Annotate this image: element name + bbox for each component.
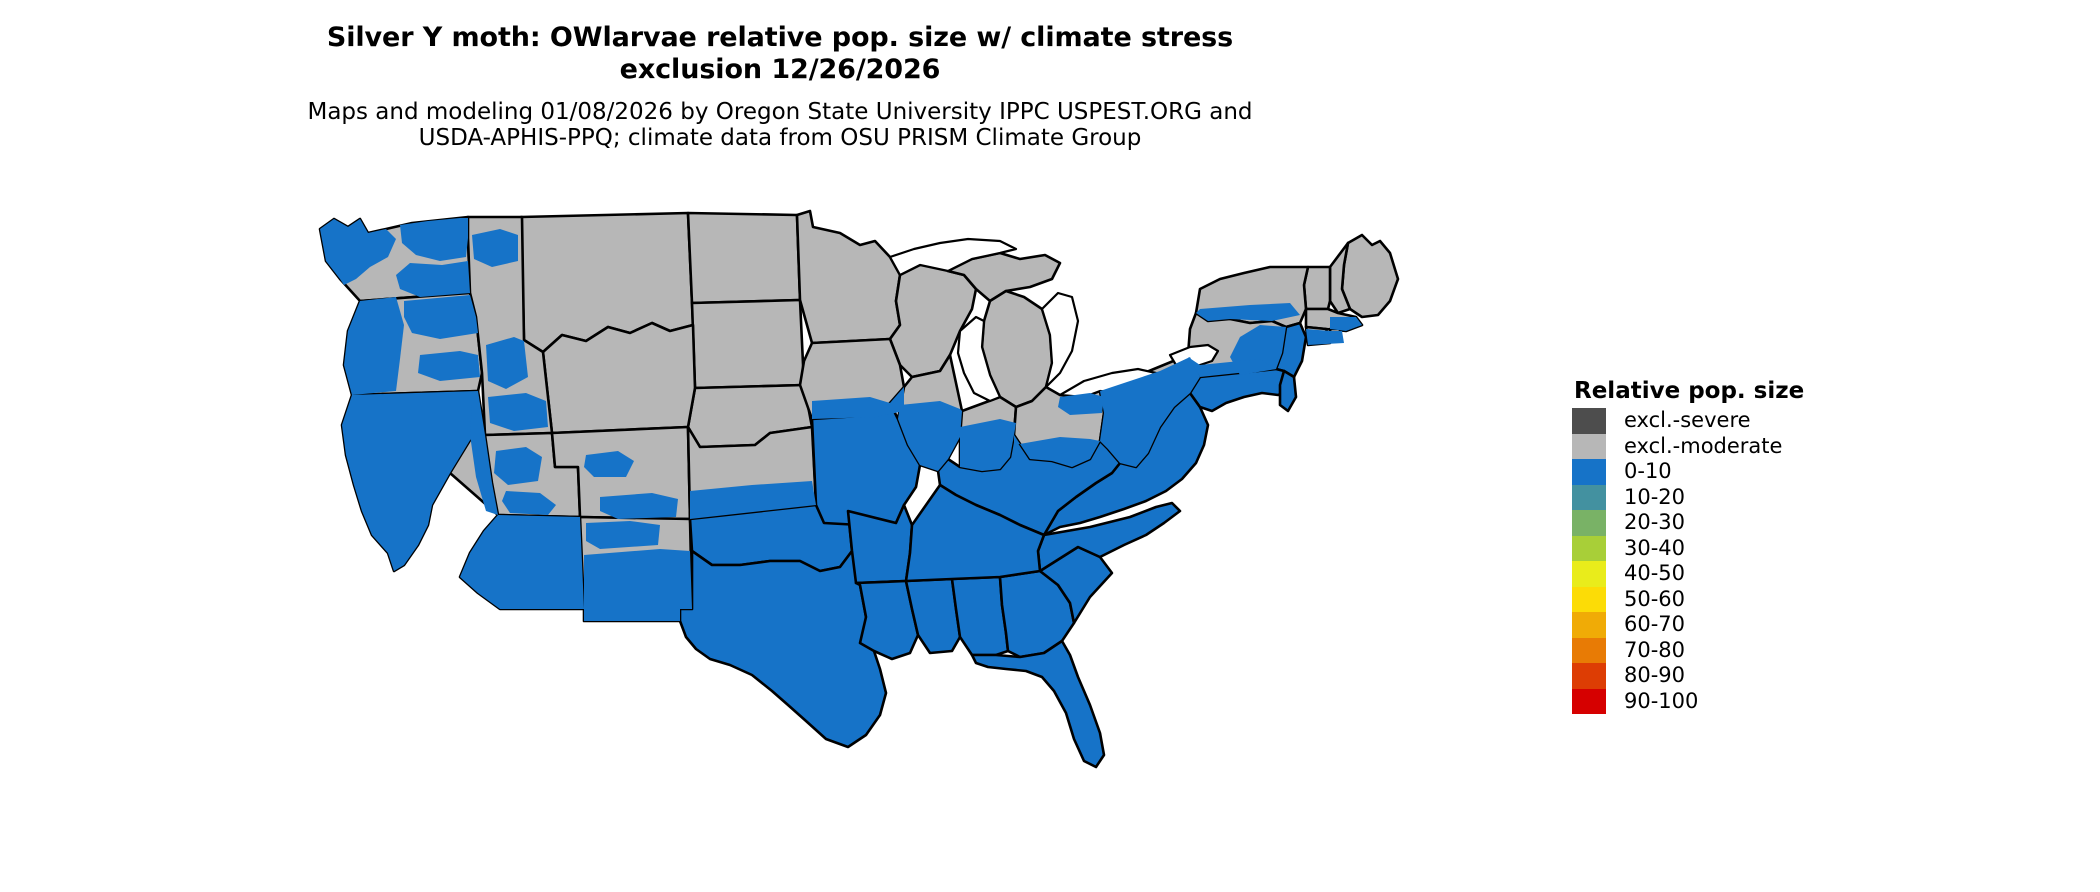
state-MD <box>1188 367 1296 413</box>
legend-label: 40-50 <box>1624 561 1686 585</box>
state-MN <box>795 209 902 345</box>
legend-row[interactable]: 60-70 <box>1572 612 1902 638</box>
us-states-map <box>318 209 1400 769</box>
legend-swatch <box>1572 535 1606 561</box>
legend-swatch <box>1572 433 1606 459</box>
legend-label: 70-80 <box>1624 637 1686 662</box>
state-TN <box>904 483 1046 583</box>
legend-swatch <box>1572 510 1606 536</box>
legend-row[interactable]: 90-100 <box>1572 688 1902 714</box>
legend-row[interactable]: excl.-moderate <box>1572 433 1902 459</box>
lake-huron <box>1040 291 1080 389</box>
legend-items: excl.-severe excl.-moderate 0-10 10-20 20-30… <box>1572 408 1902 714</box>
legend-swatch <box>1572 688 1606 714</box>
state-FL <box>970 639 1106 769</box>
state-NC <box>1036 501 1182 573</box>
legend: Relative pop. size excl.-severe excl.-mod… <box>1572 378 1902 714</box>
state-NM <box>578 515 694 623</box>
legend-label: 60-70 <box>1624 612 1686 636</box>
legend-label: 80-90 <box>1624 663 1686 687</box>
state-WA <box>318 215 472 303</box>
subtitle-line-1: Maps and modeling 01/08/2026 by Oregon S… <box>307 99 1253 126</box>
subtitle-line-2: USDA-APHIS-PPQ; climate data from OSU PR… <box>418 125 1142 152</box>
legend-label: excl.-moderate <box>1624 433 1783 458</box>
legend-swatch <box>1572 561 1606 587</box>
legend-label: 30-40 <box>1624 535 1686 560</box>
legend-label: 20-30 <box>1624 510 1686 534</box>
legend-title: Relative pop. size <box>1574 378 1805 404</box>
state-NY <box>1194 265 1310 329</box>
legend-row[interactable]: 20-30 <box>1572 510 1902 536</box>
legend-label: excl.-severe <box>1624 408 1751 432</box>
legend-swatch <box>1572 586 1606 612</box>
title-line-1: Silver Y moth: OWlarvae relative pop. si… <box>326 22 1234 53</box>
legend-swatch <box>1572 484 1606 510</box>
legend-swatch <box>1572 459 1606 485</box>
choropleth-map <box>300 205 1540 885</box>
legend-row[interactable]: 40-50 <box>1572 561 1902 587</box>
legend-label: 90-100 <box>1624 688 1699 713</box>
lake-superior <box>888 237 1018 277</box>
legend-row[interactable]: 0-10 <box>1572 459 1902 485</box>
state-RI <box>1328 327 1342 344</box>
legend-swatch <box>1572 408 1606 434</box>
state-DE <box>1278 369 1298 413</box>
legend-row[interactable]: 80-90 <box>1572 663 1902 689</box>
legend-row[interactable]: 70-80 <box>1572 637 1902 663</box>
legend-label: 10-20 <box>1624 484 1686 509</box>
page-title: Silver Y moth: OWlarvae relative pop. si… <box>280 22 1280 85</box>
states-layer <box>318 209 1400 769</box>
state-NH <box>1328 241 1352 315</box>
lake-michigan <box>956 315 1002 403</box>
legend-label: 50-60 <box>1624 586 1686 611</box>
state-CT <box>1304 325 1332 347</box>
page-subtitle: Maps and modeling 01/08/2026 by Oregon S… <box>255 99 1305 151</box>
legend-row[interactable]: 50-60 <box>1572 586 1902 612</box>
legend-swatch <box>1572 637 1606 663</box>
legend-row[interactable]: excl.-severe <box>1572 408 1902 434</box>
state-SD <box>690 298 806 390</box>
legend-label: 0-10 <box>1624 459 1672 483</box>
state-WY <box>541 321 697 435</box>
map-header: Silver Y moth: OWlarvae relative pop. si… <box>0 0 1560 151</box>
legend-row[interactable]: 30-40 <box>1572 535 1902 561</box>
state-TX <box>678 549 888 749</box>
state-OR <box>342 291 484 397</box>
state-AZ <box>458 513 586 611</box>
legend-swatch <box>1572 612 1606 638</box>
state-ME <box>1340 233 1400 319</box>
state-ND <box>686 211 802 305</box>
legend-row[interactable]: 10-20 <box>1572 484 1902 510</box>
legend-swatch <box>1572 663 1606 689</box>
title-line-2: exclusion 12/26/2026 <box>619 53 941 85</box>
